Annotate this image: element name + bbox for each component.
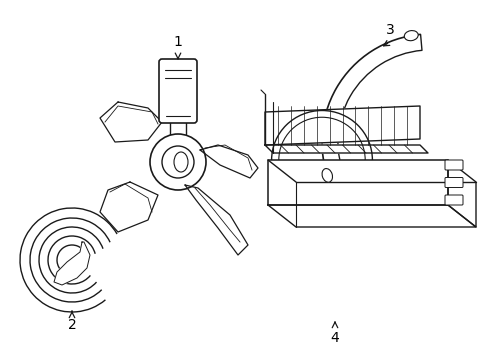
Circle shape xyxy=(162,146,194,178)
Ellipse shape xyxy=(322,168,332,182)
Polygon shape xyxy=(264,145,427,153)
Text: 4: 4 xyxy=(330,331,339,345)
Polygon shape xyxy=(200,145,258,178)
FancyBboxPatch shape xyxy=(159,59,197,123)
Polygon shape xyxy=(447,160,475,227)
Polygon shape xyxy=(100,182,158,232)
Ellipse shape xyxy=(404,31,417,41)
FancyBboxPatch shape xyxy=(444,195,462,205)
Polygon shape xyxy=(267,205,475,227)
Text: 2: 2 xyxy=(67,318,76,332)
FancyBboxPatch shape xyxy=(444,160,462,170)
Polygon shape xyxy=(54,242,90,285)
Polygon shape xyxy=(100,102,162,142)
FancyBboxPatch shape xyxy=(444,177,462,188)
Polygon shape xyxy=(267,160,447,205)
Polygon shape xyxy=(184,185,247,255)
Polygon shape xyxy=(264,106,419,145)
Text: 1: 1 xyxy=(173,35,182,49)
Text: 3: 3 xyxy=(385,23,393,37)
Ellipse shape xyxy=(174,152,187,172)
Circle shape xyxy=(150,134,205,190)
